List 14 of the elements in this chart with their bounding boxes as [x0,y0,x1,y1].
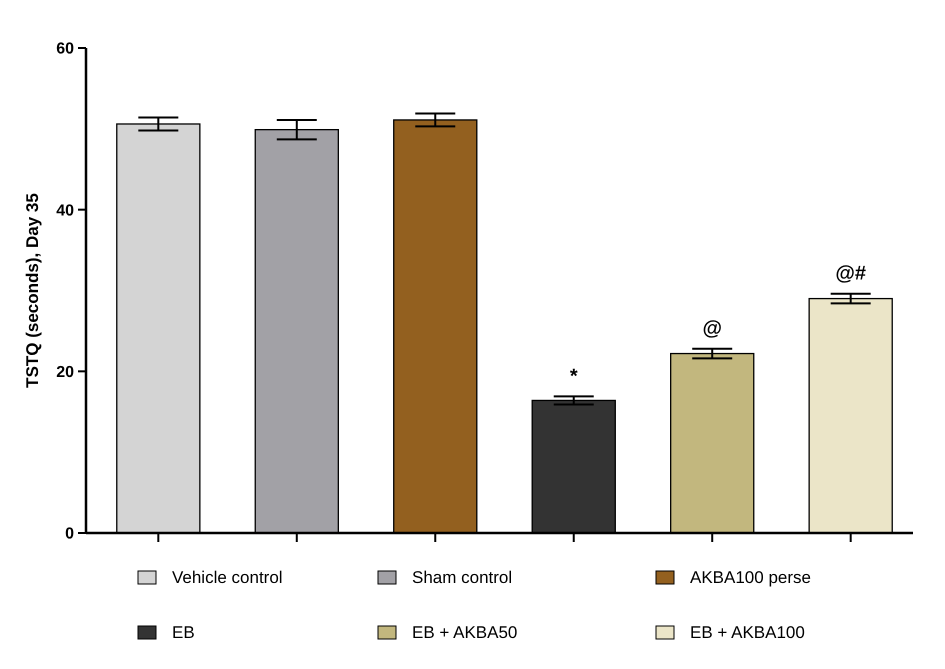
annotation: @ [702,318,722,340]
annotation: @# [835,262,866,285]
legend-label: Vehicle control [172,568,283,587]
y-tick-label: 20 [56,364,74,381]
legend-label: Sham control [412,568,512,587]
y-tick-label: 0 [65,526,74,543]
y-tick-label: 40 [56,202,74,220]
legend-label: EB + AKBA50 [412,623,518,642]
legend-label: AKBA100 perse [690,568,811,587]
annotation: * [570,365,578,388]
y-axis-title: TSTQ (seconds), Day 35 [23,193,42,388]
y-tick-label: 60 [56,40,74,58]
legend-label: EB + AKBA100 [690,623,805,642]
legend-label: EB [172,623,195,642]
